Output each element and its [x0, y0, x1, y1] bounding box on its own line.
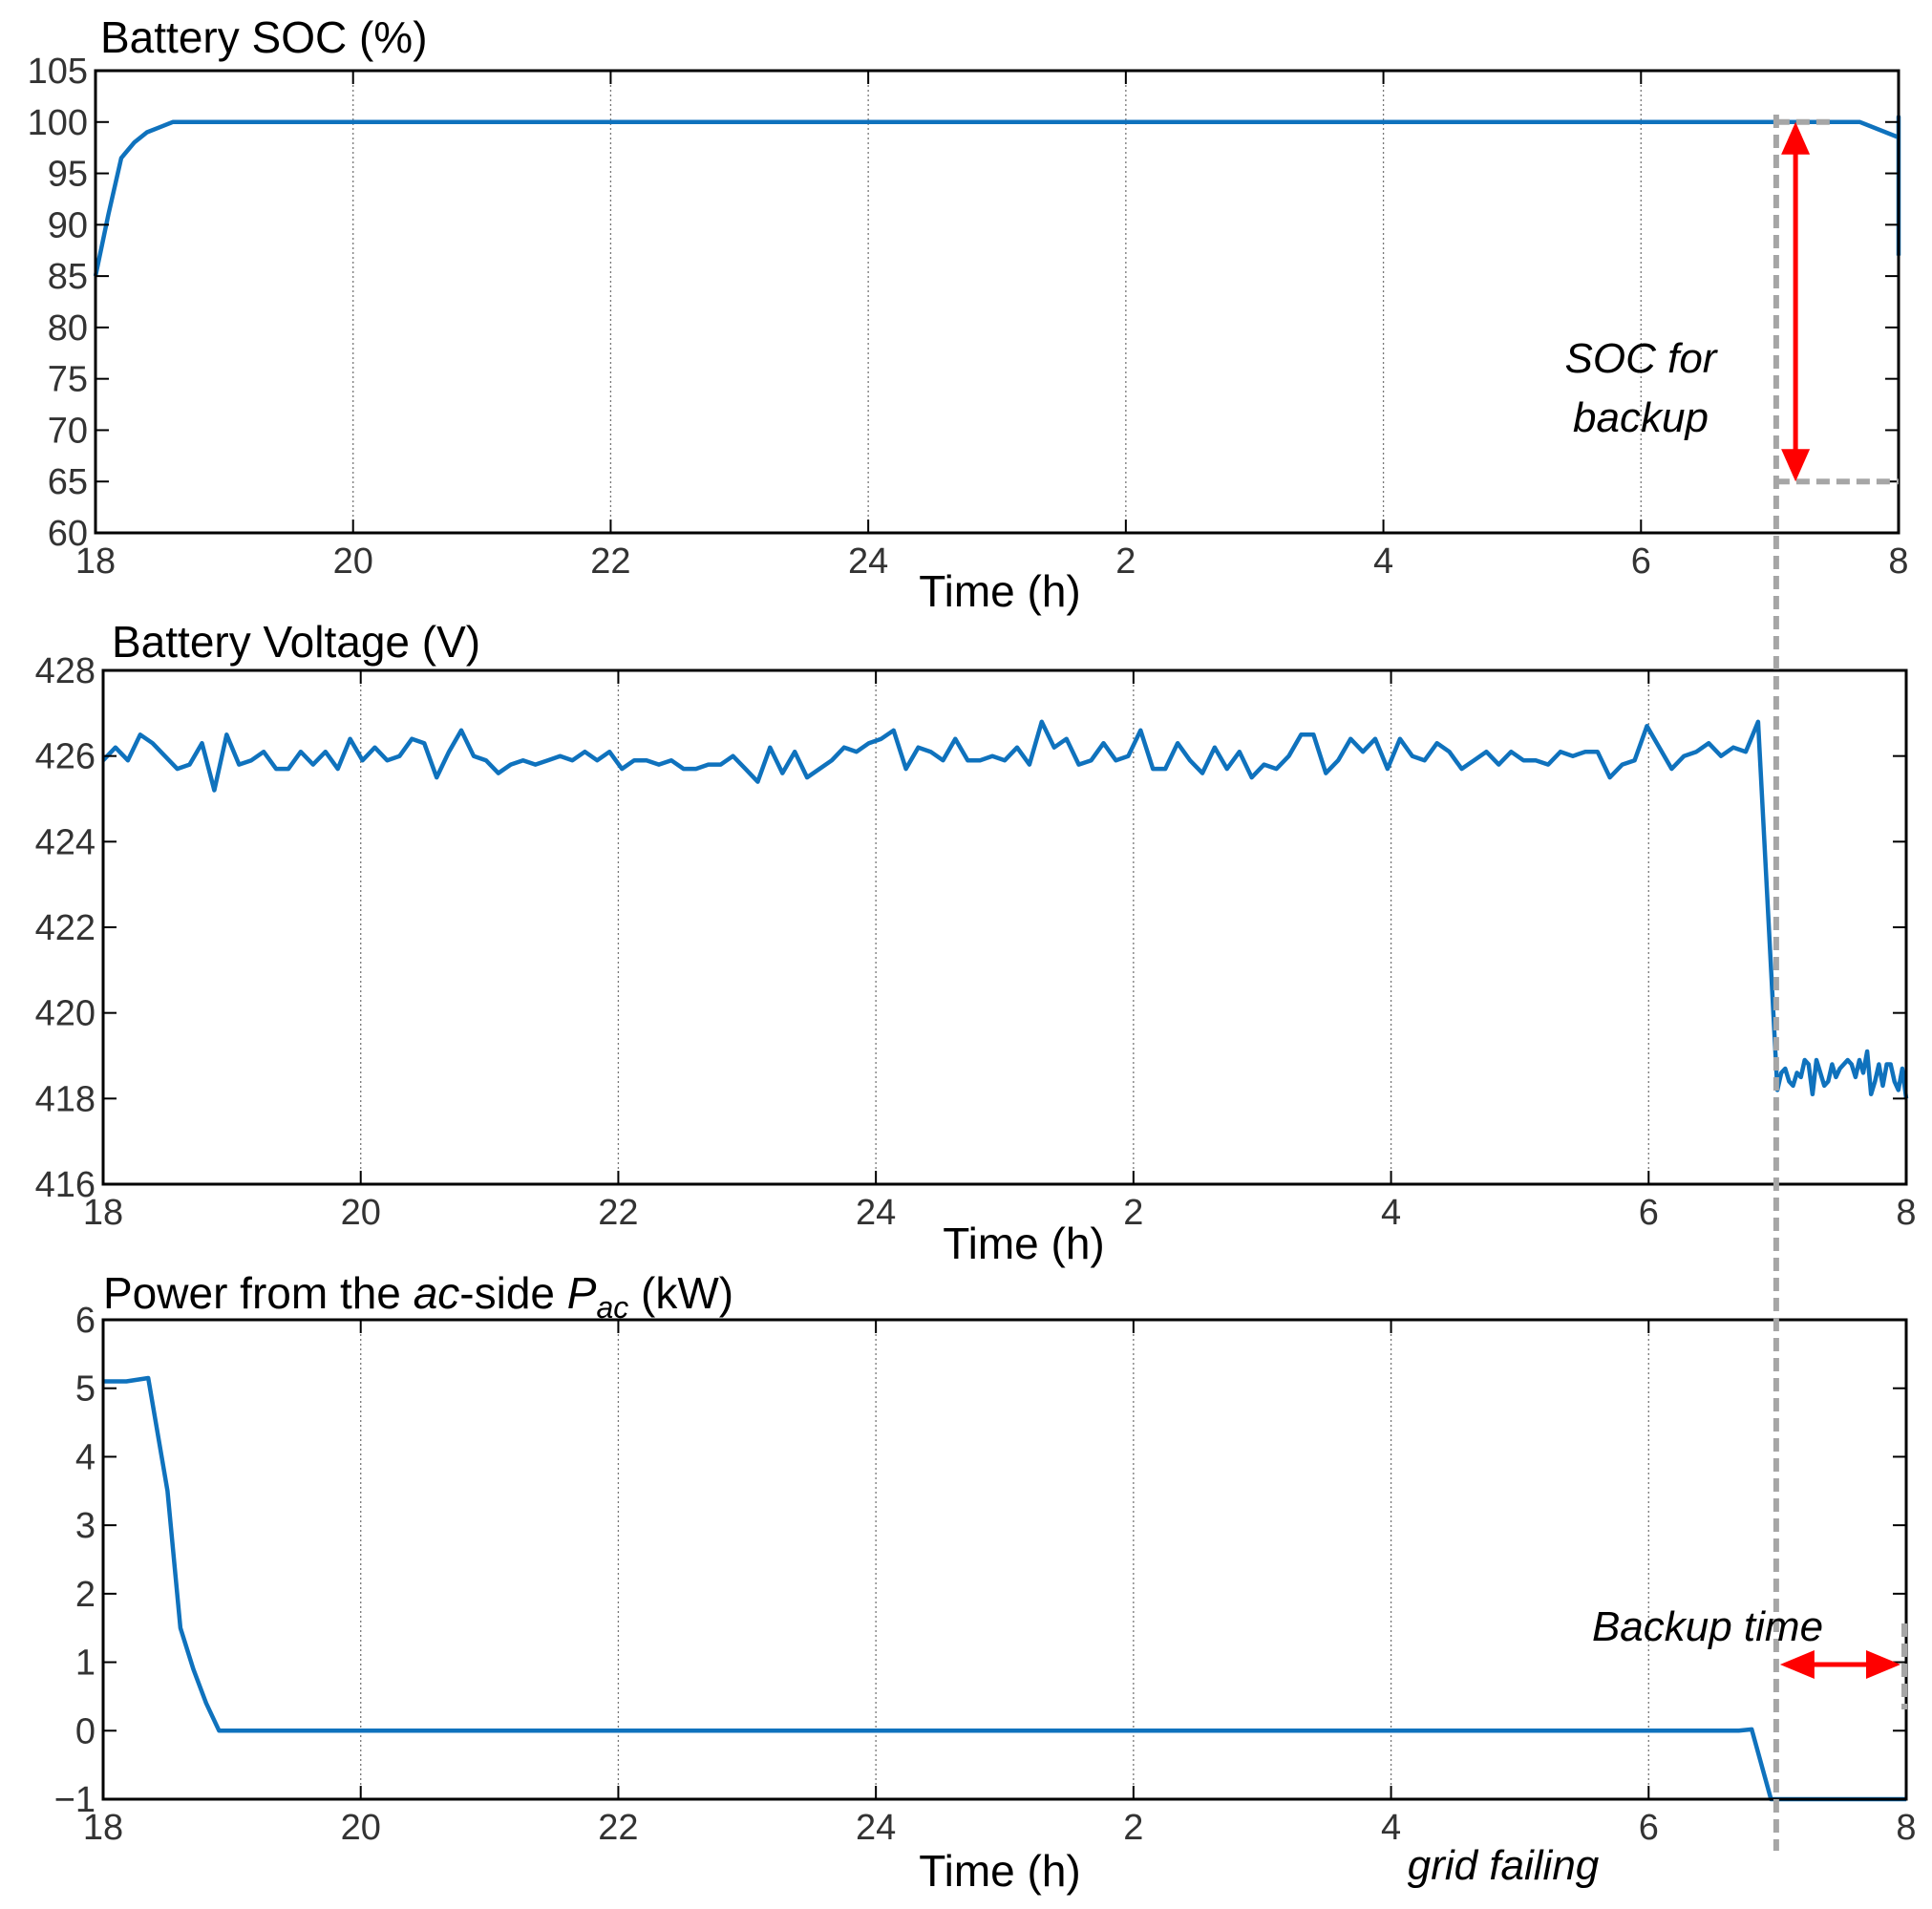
power-y-tick-label: 5 [75, 1369, 96, 1410]
power-x-tick-label: 22 [598, 1808, 638, 1848]
soc-x-tick-label: 6 [1631, 541, 1651, 582]
soc-x-tick-label: 2 [1115, 541, 1136, 582]
voltage-x-tick-label: 22 [598, 1193, 638, 1233]
power-y-tick-label: 3 [75, 1506, 96, 1546]
power-x-tick-label: 18 [83, 1808, 123, 1848]
soc-y-tick-label: 75 [48, 360, 88, 400]
soc-x-tick-label: 20 [333, 541, 373, 582]
backup-time-arrow [1779, 1650, 1900, 1679]
soc-y-tick-label: 60 [48, 514, 88, 554]
voltage-y-tick-label: 418 [35, 1079, 96, 1119]
voltage-x-tick-label: 8 [1896, 1193, 1916, 1233]
power-y-tick-label: 0 [75, 1711, 96, 1751]
power-x-tick-label: 2 [1123, 1808, 1143, 1848]
voltage-x-tick-label: 24 [856, 1193, 896, 1233]
voltage-y-tick-label: 416 [35, 1165, 96, 1205]
soc-y-tick-label: 90 [48, 205, 88, 245]
voltage-panel-title: Battery Voltage (V) [112, 617, 480, 667]
soc-series-line [93, 115, 1901, 277]
voltage-y-tick-label: 428 [35, 651, 96, 691]
soc-y-tick-label: 100 [28, 103, 88, 143]
soc-x-tick-label: 18 [75, 541, 116, 582]
soc-panel: Battery SOC (%) 18 20 22 24 2 4 6 8606570758085… [28, 12, 1909, 616]
power-x-tick-label: 24 [856, 1808, 896, 1848]
power-plot-frame [101, 1318, 1908, 1801]
soc-y-tick-label: 105 [28, 52, 88, 92]
soc-backup-label-line2: backup [1573, 394, 1709, 441]
soc-y-tick-label: 70 [48, 411, 88, 451]
power-x-tick-label: 6 [1639, 1808, 1659, 1848]
soc-backup-label-line1: SOC for [1565, 335, 1719, 382]
voltage-x-tick-label: 6 [1639, 1193, 1659, 1233]
voltage-x-tick-label: 20 [341, 1193, 381, 1233]
power-y-tick-label: 1 [75, 1644, 96, 1684]
soc-y-tick-label: 95 [48, 155, 88, 195]
voltage-y-tick-label: 424 [35, 822, 96, 862]
voltage-x-tick-label: 2 [1123, 1193, 1143, 1233]
voltage-panel: Battery Voltage (V) 18 20 22 24 2 4 6 841641842… [35, 617, 1917, 1268]
power-x-tick-label: 8 [1896, 1808, 1916, 1848]
backup-arrow-head-right [1866, 1650, 1900, 1679]
grid-failing-label: grid failing [1408, 1842, 1600, 1889]
power-x-tick-label: 4 [1381, 1808, 1401, 1848]
soc-x-tick-label: 8 [1888, 541, 1908, 582]
voltage-x-tick-label: 4 [1381, 1193, 1401, 1233]
power-x-tick-label: 20 [341, 1808, 381, 1848]
power-panel-title: Power from the ac-side Pac (kW) [103, 1268, 733, 1325]
power-panel: Power from the ac-side Pac (kW) 18 20 22 24… [54, 1268, 1917, 1896]
voltage-x-axis-title: Time (h) [943, 1219, 1105, 1268]
soc-arrow-head-down [1781, 449, 1811, 482]
power-y-tick-label: −1 [54, 1780, 96, 1820]
soc-backup-arrow [1781, 121, 1811, 482]
soc-x-tick-label: 24 [848, 541, 888, 582]
power-y-tick-label: 4 [75, 1437, 96, 1477]
soc-panel-title: Battery SOC (%) [100, 12, 428, 62]
voltage-series-line [101, 719, 1909, 1099]
power-y-tick-label: 6 [75, 1301, 96, 1341]
soc-y-tick-label: 65 [48, 462, 88, 502]
power-title-p: P [567, 1268, 597, 1318]
annotation-overlay: SOC for backup Backup time grid failing [1408, 115, 1907, 1889]
voltage-x-tick-label: 18 [83, 1193, 123, 1233]
soc-x-axis-title: Time (h) [919, 566, 1081, 616]
soc-arrow-head-up [1781, 121, 1811, 155]
soc-y-tick-label: 85 [48, 257, 88, 297]
power-series-line [103, 1375, 1906, 1802]
power-title-mid: -side [459, 1268, 566, 1318]
power-title-prefix: Power from the [103, 1268, 414, 1318]
backup-arrow-head-left [1779, 1650, 1815, 1679]
power-title-ac: ac [414, 1268, 460, 1318]
soc-y-tick-label: 80 [48, 308, 88, 349]
soc-x-tick-label: 22 [590, 541, 630, 582]
soc-x-tick-label: 4 [1373, 541, 1393, 582]
soc-plot-frame [94, 69, 1900, 535]
voltage-y-tick-label: 420 [35, 994, 96, 1034]
power-y-tick-label: 2 [75, 1575, 96, 1615]
power-title-suffix: (kW) [628, 1268, 733, 1318]
voltage-y-tick-label: 426 [35, 737, 96, 777]
voltage-y-tick-label: 422 [35, 908, 96, 948]
backup-time-label: Backup time [1592, 1603, 1823, 1650]
power-x-axis-title: Time (h) [919, 1846, 1081, 1896]
